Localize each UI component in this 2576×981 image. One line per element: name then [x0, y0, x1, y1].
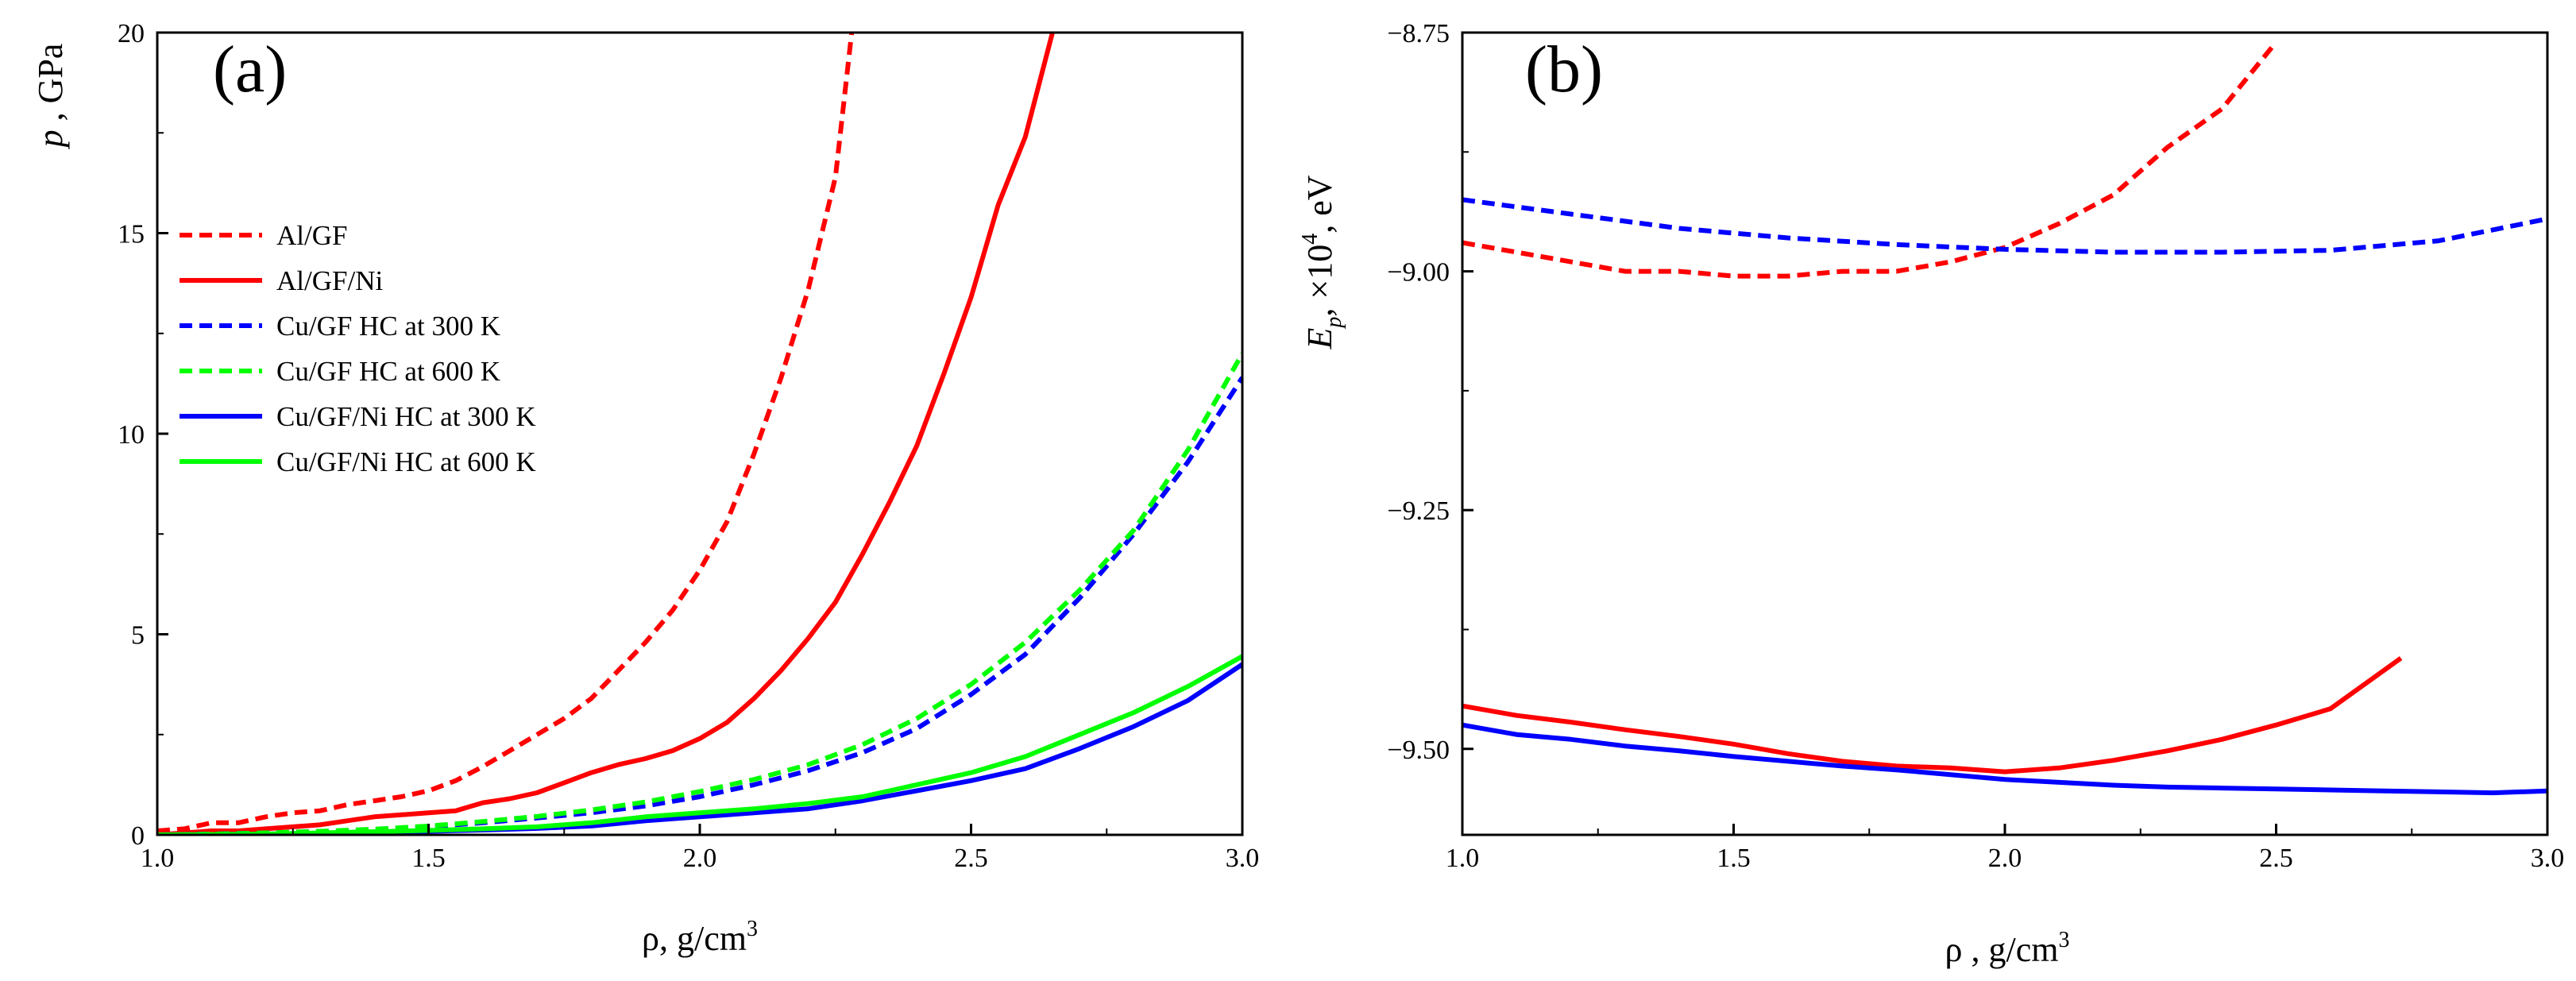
panel-b-xlabel: ρ , g/cm3	[1945, 928, 2070, 969]
x-tick-label: 1.5	[411, 844, 446, 873]
panel-b-ticks: 1.0 1.5 2.0 2.5 3.0 −8.75 −9.00 −9.25 −9.50	[1387, 19, 2564, 873]
panel-b-ylabel-sup: 4	[1298, 234, 1323, 245]
y-tick-label: −9.00	[1387, 258, 1450, 288]
panel-a-ylabel-rest: , GPa	[31, 44, 70, 130]
panel-b-frame	[1461, 31, 2549, 836]
y-tick-label: −8.75	[1387, 19, 1450, 48]
x-tick-label: 2.0	[1988, 844, 2022, 873]
panel-a-label: (a)	[213, 33, 287, 106]
series-line-4	[1462, 722, 2547, 796]
panel-b-xlabel-main: ρ , g/cm	[1945, 930, 2059, 969]
series-line-6	[157, 654, 1242, 835]
panel-a-xlabel-main: ρ, g/cm	[642, 919, 747, 958]
panel-a-ylabel-symbol: p	[31, 129, 70, 149]
panel-b-ylabel-sub: p	[1322, 317, 1346, 330]
y-tick-label: 20	[118, 19, 145, 48]
x-tick-label: 1.0	[1446, 844, 1480, 873]
series-line-1	[1462, 41, 2278, 279]
y-tick-label: 5	[131, 621, 145, 651]
panel-b-ylabel-end: , eV	[1300, 175, 1339, 234]
y-tick-label: 10	[118, 420, 145, 450]
series-line-1	[157, 33, 855, 833]
series-line-2	[157, 33, 1055, 835]
panel-a-ylabel: p , GPa	[31, 44, 70, 150]
y-tick-label: −9.50	[1387, 736, 1450, 765]
panel-a: (a) 1.0 1.5 2.0 2.5 3.0 0 5 10 15 20 p , GPa ρ, g…	[31, 19, 1259, 958]
x-tick-label: 2.5	[2259, 844, 2293, 873]
panel-a-series	[157, 33, 1242, 835]
legend-label: Al/GF	[276, 220, 347, 251]
panel-a-frame	[156, 31, 1244, 836]
x-tick-label: 3.0	[2531, 844, 2565, 873]
x-tick-label: 2.0	[683, 844, 717, 873]
y-tick-label: −9.25	[1387, 496, 1450, 526]
legend-label: Al/GF/Ni	[276, 265, 383, 296]
panel-b-ylabel-mid: , ×10	[1300, 245, 1339, 317]
panel-b-label: (b)	[1525, 33, 1603, 106]
y-tick-label: 15	[118, 220, 145, 249]
x-tick-label: 1.5	[1717, 844, 1751, 873]
x-tick-label: 3.0	[1226, 844, 1260, 873]
panel-a-xlabel-sup: 3	[747, 917, 758, 941]
panel-b-ylabel: Ep, ×104, eV	[1298, 175, 1346, 350]
panel-b-xlabel-sup: 3	[2058, 928, 2069, 952]
panel-a-legend: Al/GF Al/GF/Ni Cu/GF HC at 300 K Cu/GF HC a…	[180, 220, 536, 477]
series-line-2	[1462, 197, 2547, 255]
panel-b-series	[1462, 41, 2547, 796]
y-tick-label: 0	[131, 821, 145, 851]
panel-a-ticks: 1.0 1.5 2.0 2.5 3.0 0 5 10 15 20	[118, 19, 1259, 873]
legend-label: Cu/GF/Ni HC at 600 K	[276, 446, 536, 477]
panel-b-ylabel-symbol: E	[1300, 328, 1339, 350]
legend-label: Cu/GF/Ni HC at 300 K	[276, 401, 536, 432]
series-line-3	[1462, 656, 2403, 774]
x-tick-label: 2.5	[954, 844, 988, 873]
panel-a-xlabel: ρ, g/cm3	[642, 917, 758, 958]
legend-label: Cu/GF HC at 600 K	[276, 356, 500, 387]
panel-b: (b) 1.0 1.5 2.0 2.5 3.0−8.75−9.00−9.25−9.50 …	[1298, 19, 2564, 969]
legend-label: Cu/GF HC at 300 K	[276, 311, 500, 342]
x-tick-label: 1.0	[141, 844, 175, 873]
